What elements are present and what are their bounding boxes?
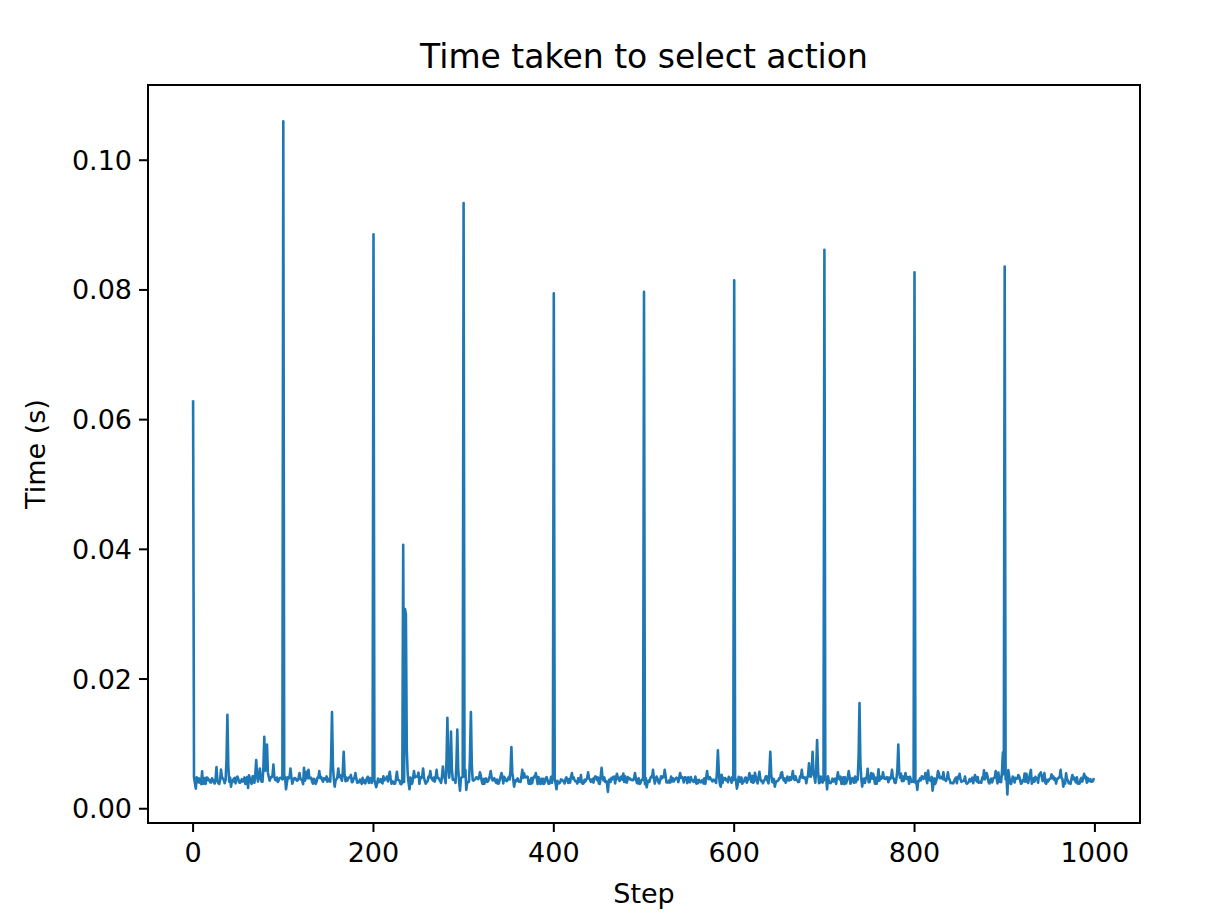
y-tick-label: 0.00	[72, 793, 132, 824]
y-tick-label: 0.10	[72, 145, 132, 176]
plot-area: 0 200 400 600 800 1000 0.00 0.02 0.04 0.06 0.08 0.1…	[72, 85, 1140, 868]
x-tick-label: 0	[184, 837, 201, 868]
y-axis-label: Time (s)	[20, 399, 51, 510]
series-line	[193, 121, 1094, 794]
y-tick-label: 0.06	[72, 404, 132, 435]
y-tick-label: 0.08	[72, 274, 132, 305]
x-tick-label: 400	[528, 837, 580, 868]
y-tick-label: 0.04	[72, 534, 132, 565]
chart-title: Time taken to select action	[419, 37, 868, 76]
chart-canvas: Time taken to select action 0 200 400 600 80…	[0, 0, 1230, 924]
x-tick-label: 1000	[1061, 837, 1130, 868]
x-axis-label: Step	[613, 878, 674, 909]
x-tick-label: 600	[708, 837, 760, 868]
x-tick-label: 800	[889, 837, 941, 868]
x-tick-label: 200	[348, 837, 400, 868]
matplotlib-figure: Time taken to select action 0 200 400 600 80…	[0, 0, 1230, 924]
y-tick-label: 0.02	[72, 664, 132, 695]
